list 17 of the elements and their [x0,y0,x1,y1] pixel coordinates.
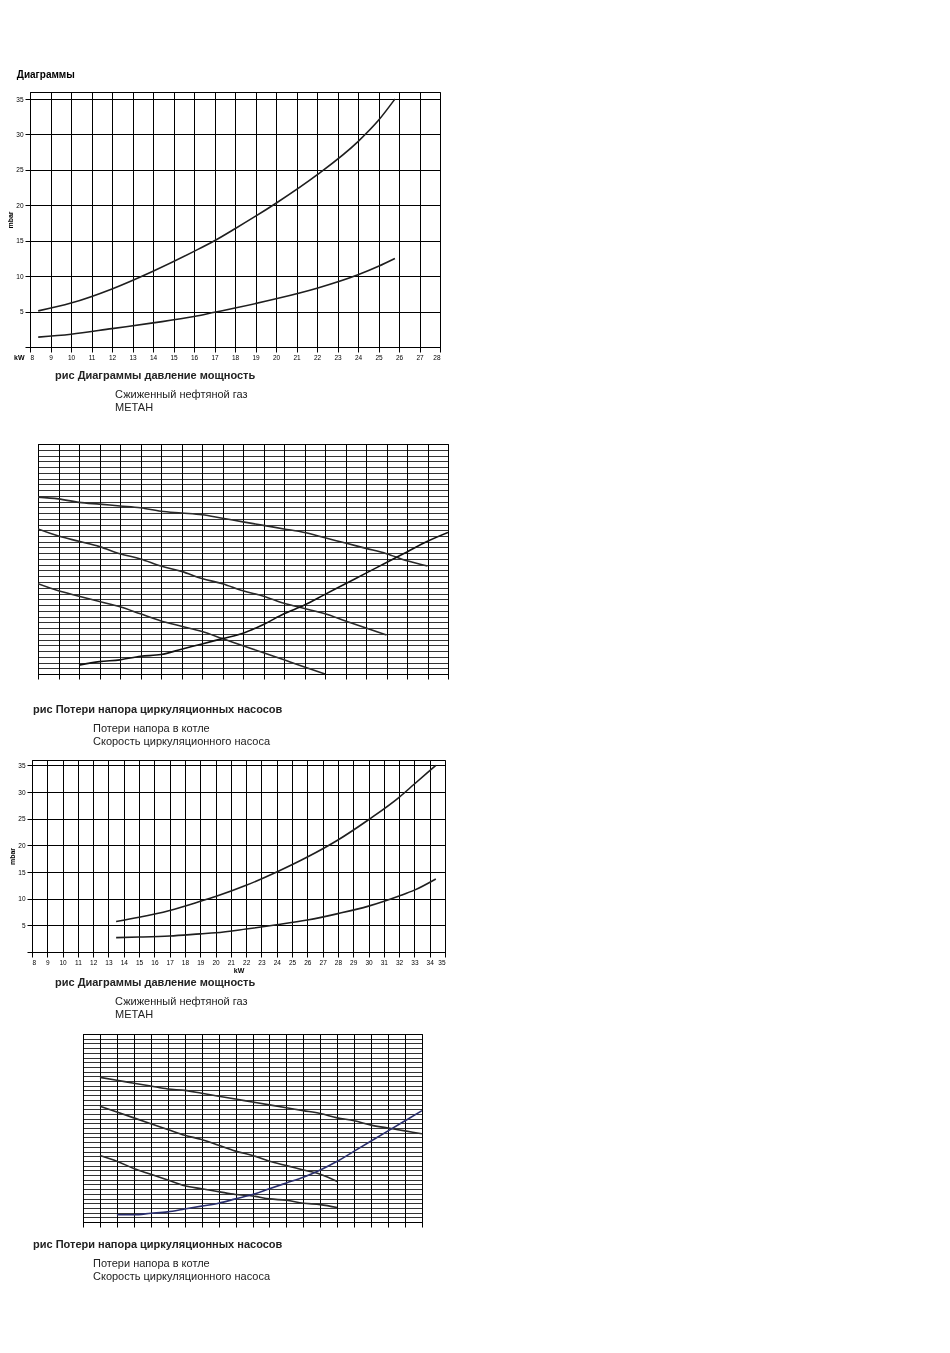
text: МЕТАН [115,401,155,414]
text: Сжиженный нефтяной газ [115,388,249,401]
text: Сжиженный нефтяной газ [115,995,249,1008]
text: Скорость циркуляционного насоса [93,1270,271,1283]
text: рис Потери напора циркуляционных насосов [33,703,284,716]
text: рис Диаграммы давление мощность [55,976,257,989]
line-series [115,764,437,923]
text: Потери напора в котле [93,1257,211,1270]
line-series [115,878,437,939]
line-series [37,98,396,312]
text: рис Потери напора циркуляционных насосов [33,1238,284,1251]
text: Скорость циркуляционного насоса [93,735,271,748]
text: МЕТАН [115,1008,155,1021]
chart-title: Диаграммы [16,69,75,80]
text: Потери напора в котле [93,722,211,735]
text: рис Диаграммы давление мощность [55,369,257,382]
line-series [37,257,396,338]
